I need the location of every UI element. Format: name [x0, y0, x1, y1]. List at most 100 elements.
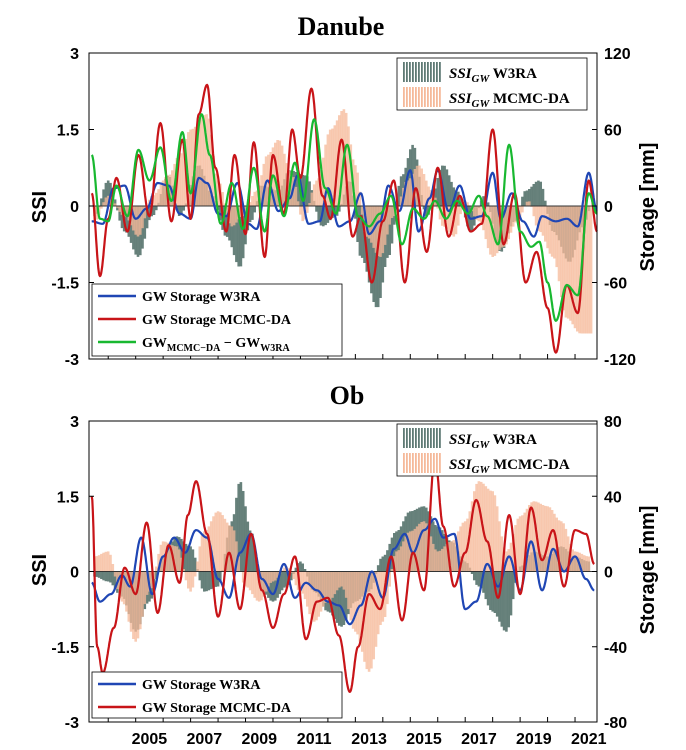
- ssi-bar: [511, 533, 515, 572]
- lines-legend-label: GW Storage MCMC-DA: [142, 313, 292, 328]
- ssi-bar: [404, 182, 407, 206]
- ssi-bar: [95, 556, 99, 572]
- ssi-bar: [200, 535, 204, 572]
- ssi-bar: [532, 206, 536, 217]
- ssi-bar: [576, 206, 579, 332]
- ssi-bar: [328, 206, 332, 221]
- ssi-bar: [221, 192, 224, 206]
- ssi-bar: [443, 546, 446, 572]
- ssi-bar: [207, 526, 211, 572]
- ssi-bar: [438, 206, 442, 220]
- ssi-bar: [235, 206, 238, 263]
- left-tick-label: 0: [70, 565, 79, 582]
- ssi-bar: [324, 206, 327, 226]
- ssi-bar: [326, 571, 330, 602]
- ssi-bar: [225, 206, 229, 215]
- ssi-bar: [553, 513, 556, 572]
- ssi-bar: [232, 530, 236, 572]
- ssi-bar: [523, 191, 526, 206]
- ssi-bar: [269, 571, 272, 601]
- ssi-bar: [333, 125, 337, 206]
- ssi-bar: [175, 546, 179, 572]
- ssi-bar: [191, 549, 195, 572]
- ssi-bar: [477, 206, 481, 222]
- swatch-stripe: [439, 87, 441, 107]
- ssi-bar: [125, 206, 128, 218]
- ssi-bar: [193, 571, 197, 577]
- ssi-bar: [566, 206, 570, 319]
- ssi-bar: [216, 511, 220, 572]
- ssi-bar: [189, 571, 192, 592]
- ssi-bar: [255, 190, 259, 206]
- right-tick-label: 0: [604, 199, 613, 216]
- ssi-bar: [141, 571, 144, 617]
- ssi-bar: [120, 571, 124, 602]
- ssi-bar: [564, 206, 568, 318]
- swatch-stripe: [424, 453, 426, 473]
- ssi-bar: [294, 186, 298, 206]
- ssi-bar: [386, 206, 389, 235]
- ssi-bar: [315, 180, 318, 206]
- ssi-bar: [225, 522, 229, 572]
- ssi-bar: [244, 506, 247, 572]
- ssi-bar: [521, 196, 524, 206]
- ssi-bar: [155, 566, 158, 572]
- ssi-bar: [482, 571, 485, 593]
- ssi-bar: [582, 555, 586, 572]
- right-tick-label: 120: [604, 46, 631, 63]
- ssi-bar: [102, 571, 105, 581]
- ssi-bar: [390, 206, 394, 244]
- ssi-bar: [489, 490, 492, 572]
- ssi-bar: [299, 561, 302, 572]
- ssi-bar: [393, 533, 396, 572]
- ssi-bar: [189, 129, 192, 206]
- ssi-bar: [287, 568, 291, 572]
- ssi-bar: [219, 571, 222, 583]
- ssi-bar: [530, 186, 533, 206]
- ssi-bar: [173, 546, 176, 572]
- ssi-bar: [473, 491, 476, 572]
- ssi-bar: [324, 571, 327, 603]
- ssi-bar: [102, 202, 105, 206]
- ssi-bar: [145, 571, 149, 595]
- swatch-stripe: [412, 87, 414, 107]
- ssi-bar: [436, 526, 439, 572]
- ssi-bar: [127, 571, 131, 622]
- ssi-bar: [239, 206, 243, 267]
- ssi-bar: [445, 543, 449, 572]
- ssi-bar: [280, 145, 284, 206]
- ssi-bar: [290, 571, 293, 573]
- ssi-bar: [241, 206, 245, 259]
- swatch-stripe: [439, 62, 441, 82]
- ssi-bar: [486, 202, 490, 206]
- ssi-bar: [363, 206, 366, 232]
- ssi-bar: [420, 168, 423, 206]
- ssi-bar: [315, 571, 318, 621]
- ssi-bar: [187, 132, 190, 206]
- ssi-bar: [315, 206, 318, 212]
- ssi-bar: [267, 571, 270, 587]
- ssi-bar: [399, 176, 403, 206]
- ssi-bar: [498, 521, 501, 572]
- ssi-bar: [157, 189, 160, 206]
- ssi-bar: [331, 571, 334, 598]
- swatch-stripe: [409, 87, 411, 107]
- swatch-stripe: [433, 428, 435, 448]
- ssi-bar: [587, 556, 591, 572]
- ssi-bar: [381, 206, 385, 254]
- ssi-legend-label: SSIGW MCMC-DA: [449, 457, 570, 476]
- ssi-bar: [219, 512, 222, 572]
- ssi-bar: [333, 571, 337, 595]
- ssi-bar: [285, 571, 288, 587]
- ssi-bar: [338, 571, 341, 588]
- ssi-bar: [198, 120, 202, 206]
- ssi-bar: [564, 528, 568, 572]
- ssi-bar: [306, 571, 309, 607]
- ssi-bar: [155, 571, 158, 579]
- ssi-bar: [317, 571, 320, 617]
- right-tick-label: -120: [604, 352, 636, 369]
- ssi-bar: [477, 481, 481, 572]
- ssi-bar: [425, 180, 428, 206]
- ssi-bar: [322, 206, 325, 227]
- ssi-bar: [230, 206, 234, 248]
